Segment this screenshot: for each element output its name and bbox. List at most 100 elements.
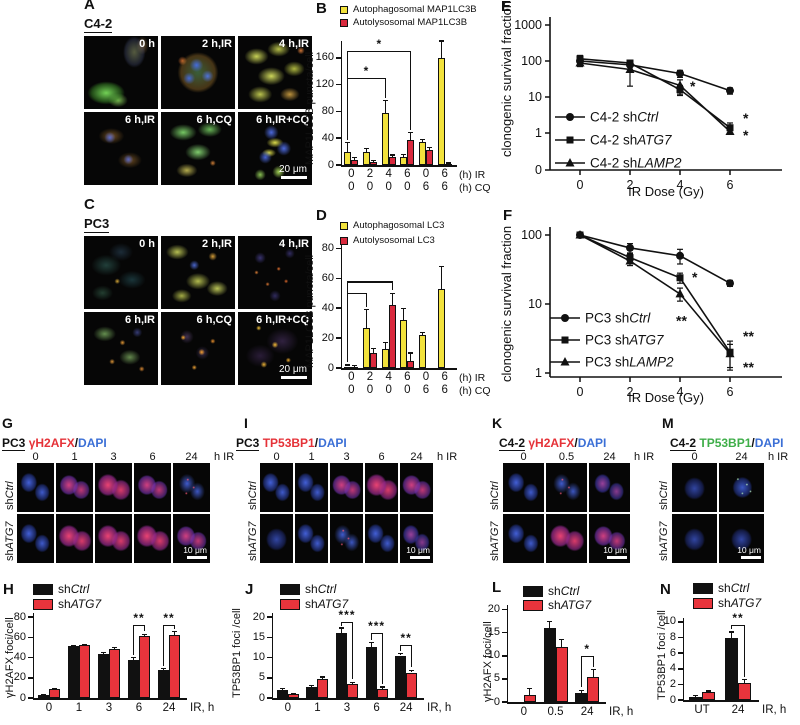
error-bar [440, 41, 442, 58]
column-header: 1 [71, 451, 78, 463]
error-bar-cap [382, 342, 388, 344]
x-category-label: 0 [348, 181, 355, 193]
y-tick [678, 621, 683, 623]
micrograph-tile [503, 514, 544, 563]
sig-bracket [731, 625, 745, 627]
svg-text:0: 0 [535, 163, 542, 177]
x-category-label: 2 [366, 371, 374, 383]
y-tick-label: 10 [487, 649, 500, 662]
scale-bar-label: 10 μm [183, 545, 207, 555]
bar [98, 654, 109, 698]
panel-label: B [316, 0, 327, 17]
panel-label: H [3, 581, 14, 598]
legend-label: shATG7 [718, 596, 762, 610]
error-bar-cap [101, 651, 106, 654]
error-bar [529, 688, 531, 696]
panel-label: C [84, 196, 95, 213]
error-bar-cap [290, 692, 296, 694]
legend-swatch [340, 6, 348, 14]
sig-bracket-side [592, 655, 594, 667]
error-bar [351, 682, 354, 684]
x-category-label: 6 [422, 384, 430, 396]
legend-swatch [693, 583, 713, 594]
y-tick-label: 20 [252, 610, 265, 623]
panel-label: G [2, 415, 13, 431]
cell-line-label: PC3 [84, 216, 110, 233]
sig-bracket [371, 633, 383, 635]
bar [370, 161, 377, 165]
error-bar-cap [706, 690, 711, 692]
error-bar-cap [398, 653, 404, 655]
micrograph-tile: 6 h,IR [84, 312, 158, 385]
scale-bar-label: 10 μm [406, 545, 430, 555]
y-tick-label: 0 [327, 361, 334, 374]
legend-swatch [523, 586, 543, 597]
x-category-label: 2 [366, 168, 374, 180]
error-bar-cap [161, 668, 166, 670]
error-bar-cap [371, 347, 376, 350]
legend-label: Autolysosomal MAP1LC3B [353, 17, 468, 28]
y-tick [502, 608, 507, 611]
error-bar [421, 139, 424, 142]
bar [363, 151, 370, 165]
bar [400, 156, 408, 165]
sig-label: * [363, 63, 370, 78]
x-category-label: 4 [385, 371, 392, 383]
legend-label: shCtrl [305, 582, 337, 596]
error-bar [411, 670, 413, 673]
svg-text:1: 1 [535, 126, 542, 140]
y-tick [267, 677, 272, 679]
x-category-label: 3 [343, 702, 351, 714]
legend-label: shATG7 [305, 597, 349, 611]
micrograph-tile [56, 463, 93, 512]
sig-bracket-side [743, 625, 746, 677]
y-tick [502, 631, 507, 634]
column-header: 3 [343, 451, 350, 463]
micrograph-tile: 6 h,CQ [161, 112, 235, 185]
error-bar [391, 293, 393, 306]
x-axis-suffix: (h) IR [459, 169, 486, 181]
error-bar-cap [371, 159, 376, 161]
sig-bracket-side [391, 281, 393, 291]
y-tick [336, 307, 341, 309]
y-tick-label: 40 [321, 301, 334, 314]
y-tick-label: 60 [13, 630, 26, 643]
error-bar-cap [345, 142, 351, 144]
micrograph-timepoint-label: 6 h,IR [125, 314, 155, 326]
error-bar [113, 647, 116, 650]
panel-label: L [492, 579, 502, 596]
micrograph-tile [546, 514, 587, 563]
x-category-label: 6 [441, 181, 448, 193]
micrograph-tile [672, 514, 717, 563]
micrograph-tile [365, 463, 398, 512]
bar [419, 141, 426, 165]
bar [344, 151, 352, 165]
error-bar-cap [71, 644, 76, 646]
x-category-label: 0 [422, 168, 430, 180]
x-category-label: 6 [404, 168, 411, 180]
svg-text:0: 0 [577, 178, 584, 192]
svg-text:1000: 1000 [514, 18, 542, 32]
panel-title: C4-2 γH2AFX/DAPI [499, 436, 607, 451]
sig-bracket [400, 644, 412, 646]
error-bar-cap [320, 676, 326, 678]
x-category-label: 0 [45, 702, 53, 714]
legend-swatch [280, 599, 300, 610]
x-category-label: 6 [441, 371, 448, 383]
row-label: shCtrl [489, 481, 501, 510]
x-category-label: 1 [314, 702, 321, 714]
panel-label: F [503, 207, 513, 224]
x-category-label: 6 [373, 702, 380, 714]
error-bar [440, 266, 442, 289]
micrograph-tile [295, 514, 328, 563]
error-bar-cap [382, 100, 388, 102]
micrograph-tile [134, 514, 171, 563]
error-bar-cap [350, 681, 355, 683]
error-bar-cap [279, 688, 285, 690]
x-category-label: 6 [422, 181, 430, 193]
y-tick [267, 616, 272, 618]
x-axis [271, 698, 424, 700]
bar [395, 655, 407, 698]
x-axis-suffix: IR, h [427, 702, 452, 714]
